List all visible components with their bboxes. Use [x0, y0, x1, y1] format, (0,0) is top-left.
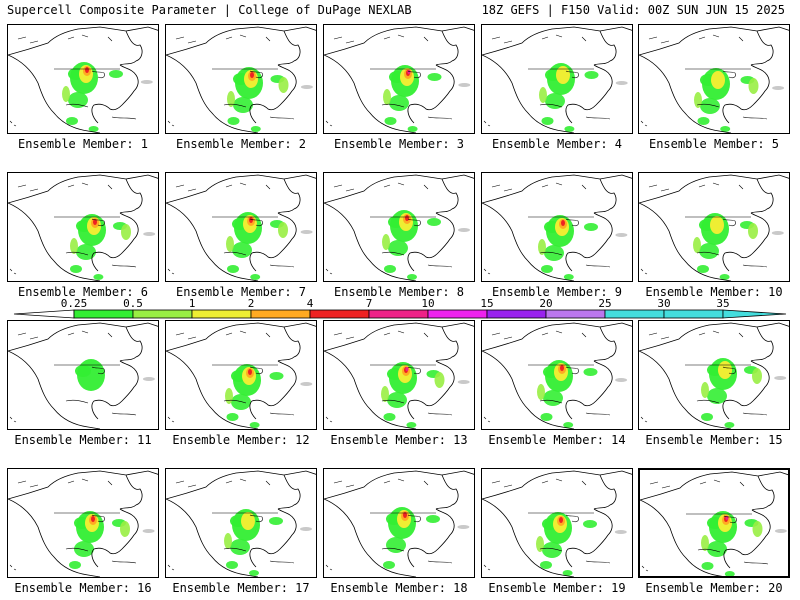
scale-tick-label: 0.25 [61, 297, 88, 310]
member-label: Ensemble Member: 6 [17, 285, 149, 299]
member-label: Ensemble Member: 10 [645, 285, 783, 299]
scale-arrow-low [13, 309, 75, 319]
member-map [482, 470, 632, 577]
member-map-panel [481, 468, 633, 578]
scale-segment [663, 309, 724, 319]
member-map-panel [323, 172, 475, 282]
member-map-panel [7, 24, 159, 134]
scale-segment [309, 309, 370, 319]
scale-tick-label: 10 [421, 297, 434, 310]
member-map-panel [481, 24, 633, 134]
member-map-panel [638, 24, 790, 134]
scale-arrow-high [722, 309, 787, 319]
scale-segment [545, 309, 606, 319]
member-label: Ensemble Member: 15 [645, 433, 783, 447]
member-map-panel [481, 172, 633, 282]
member-map [8, 26, 158, 133]
member-label: Ensemble Member: 11 [14, 433, 152, 447]
member-map [482, 26, 632, 133]
member-map [166, 322, 316, 429]
member-map-panel [638, 172, 790, 282]
member-map [640, 471, 788, 576]
scale-segment [132, 309, 193, 319]
member-map [324, 322, 474, 429]
scale-tick-label: 30 [657, 297, 670, 310]
member-label: Ensemble Member: 19 [488, 581, 626, 595]
member-map [166, 470, 316, 577]
member-map-panel [165, 468, 317, 578]
scale-tick-label: 7 [366, 297, 373, 310]
scale-segment [250, 309, 311, 319]
run-info: 18Z GEFS | F150 Valid: 00Z SUN JUN 15 20… [481, 3, 785, 17]
member-map-panel [7, 172, 159, 282]
member-map [639, 174, 789, 281]
member-map [8, 174, 158, 281]
member-map-panel [165, 320, 317, 430]
scale-tick-label: 25 [598, 297, 611, 310]
member-label: Ensemble Member: 5 [648, 137, 780, 151]
member-map [8, 470, 158, 577]
scale-segment [604, 309, 665, 319]
member-map-panel [7, 468, 159, 578]
member-map-panel [638, 468, 790, 578]
member-map [482, 174, 632, 281]
member-label: Ensemble Member: 14 [488, 433, 626, 447]
member-map [166, 174, 316, 281]
scale-tick-label: 35 [716, 297, 729, 310]
color-scale-bar: 0.25 0.5 1 2 4 7 10 15 20 25 30 35 [13, 297, 787, 319]
member-map [324, 26, 474, 133]
member-label: Ensemble Member: 20 [645, 581, 783, 595]
scale-segment [368, 309, 429, 319]
scale-tick-label: 1 [189, 297, 196, 310]
member-map [8, 322, 158, 429]
member-label: Ensemble Member: 1 [17, 137, 149, 151]
member-label: Ensemble Member: 13 [330, 433, 468, 447]
member-label: Ensemble Member: 8 [333, 285, 465, 299]
member-label: Ensemble Member: 18 [330, 581, 468, 595]
member-map [482, 322, 632, 429]
page-title: Supercell Composite Parameter | College … [7, 3, 412, 17]
scale-tick-label: 4 [307, 297, 314, 310]
member-label: Ensemble Member: 9 [491, 285, 623, 299]
member-map-panel [481, 320, 633, 430]
member-label: Ensemble Member: 7 [175, 285, 307, 299]
member-map-panel [7, 320, 159, 430]
member-label: Ensemble Member: 2 [175, 137, 307, 151]
scale-tick-label: 2 [248, 297, 255, 310]
member-map [639, 26, 789, 133]
member-map-panel [638, 320, 790, 430]
scale-tick-label: 20 [539, 297, 552, 310]
member-map [324, 174, 474, 281]
member-map-panel [323, 24, 475, 134]
member-label: Ensemble Member: 3 [333, 137, 465, 151]
member-label: Ensemble Member: 12 [172, 433, 310, 447]
scale-tick-label: 0.5 [123, 297, 143, 310]
member-map-panel [323, 320, 475, 430]
scale-segment [427, 309, 488, 319]
scale-segment [486, 309, 547, 319]
member-map-panel [323, 468, 475, 578]
member-label: Ensemble Member: 17 [172, 581, 310, 595]
member-map [639, 322, 789, 429]
member-map [324, 470, 474, 577]
member-map [166, 26, 316, 133]
scale-segment [191, 309, 252, 319]
scale-segment [73, 309, 134, 319]
member-map-panel [165, 24, 317, 134]
member-label: Ensemble Member: 4 [491, 137, 623, 151]
member-label: Ensemble Member: 16 [14, 581, 152, 595]
member-map-panel [165, 172, 317, 282]
scale-tick-label: 15 [480, 297, 493, 310]
